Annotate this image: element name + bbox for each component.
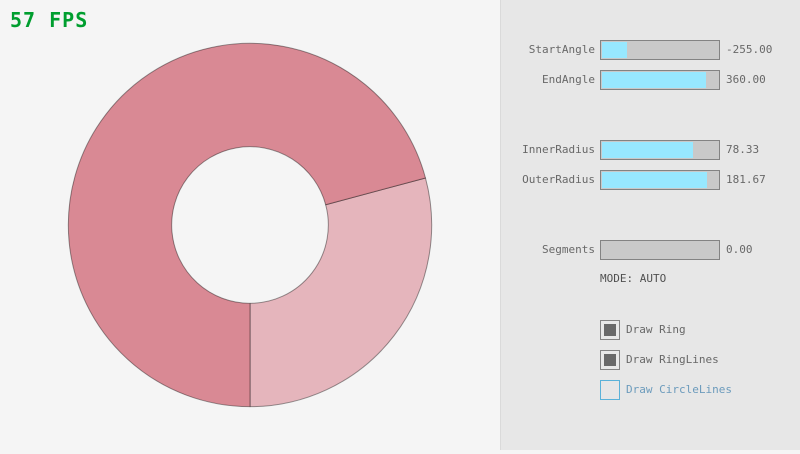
inner-radius-value: 78.33 (726, 143, 760, 156)
slider-fill (602, 42, 628, 58)
outer-radius-slider[interactable] (600, 170, 720, 190)
slider-row-inner-radius: InnerRadius 78.33 (0, 140, 800, 160)
draw-ringlines-checkbox[interactable] (600, 350, 620, 370)
start-angle-slider[interactable] (600, 40, 720, 60)
checkbox-row-draw-ringlines: Draw RingLines (0, 350, 800, 370)
slider-row-segments: Segments 0.00 (0, 240, 800, 260)
draw-ringlines-label: Draw RingLines (626, 353, 719, 366)
slider-fill (602, 142, 693, 158)
start-angle-value: -255.00 (726, 43, 773, 56)
draw-ring-label: Draw Ring (626, 323, 686, 336)
slider-row-start-angle: StartAngle -255.00 (0, 40, 800, 60)
inner-radius-label: InnerRadius (522, 143, 595, 156)
segments-value: 0.00 (726, 243, 753, 256)
checkmark (604, 354, 616, 366)
slider-row-outer-radius: OuterRadius 181.67 (0, 170, 800, 190)
segments-slider[interactable] (600, 240, 720, 260)
draw-ring-checkbox[interactable] (600, 320, 620, 340)
mode-status-text: MODE: AUTO (600, 272, 667, 285)
slider-fill (602, 172, 708, 188)
checkbox-row-draw-circlelines: Draw CircleLines (0, 380, 800, 400)
fps-counter: 57 FPS (10, 8, 89, 32)
end-angle-label: EndAngle (542, 73, 595, 86)
inner-radius-slider[interactable] (600, 140, 720, 160)
outer-radius-value: 181.67 (726, 173, 766, 186)
checkmark (604, 324, 616, 336)
slider-fill (602, 72, 707, 88)
start-angle-label: StartAngle (528, 43, 595, 56)
draw-circlelines-label: Draw CircleLines (626, 383, 732, 396)
end-angle-value: 360.00 (726, 73, 766, 86)
end-angle-slider[interactable] (600, 70, 720, 90)
segments-label: Segments (542, 243, 595, 256)
draw-circlelines-checkbox[interactable] (600, 380, 620, 400)
ring-drawing (67, 42, 433, 408)
checkbox-row-draw-ring: Draw Ring (0, 320, 800, 340)
slider-row-end-angle: EndAngle 360.00 (0, 70, 800, 90)
outer-radius-label: OuterRadius (522, 173, 595, 186)
